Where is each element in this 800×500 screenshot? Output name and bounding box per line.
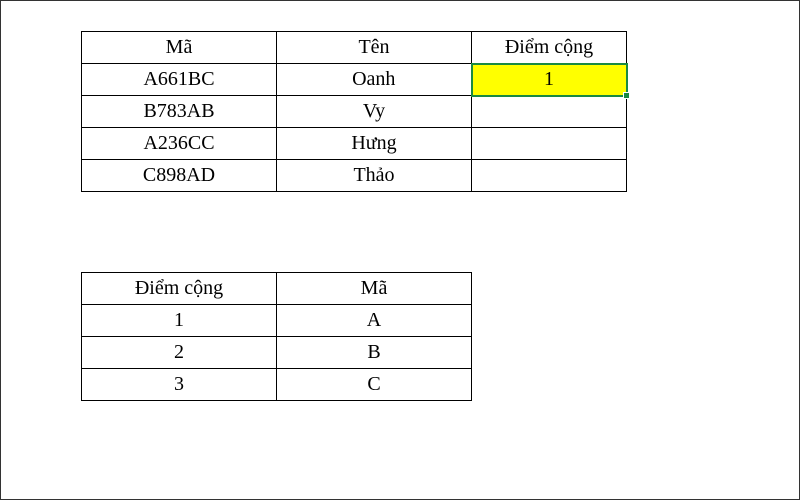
header-diem-cong: Điểm cộng (82, 273, 277, 305)
fill-handle-icon[interactable] (623, 92, 630, 99)
table-row: B783AB Vy (82, 96, 627, 128)
header-diem-cong: Điểm cộng (472, 32, 627, 64)
cell-ten[interactable]: Vy (277, 96, 472, 128)
cell-diem-cong[interactable]: 3 (82, 369, 277, 401)
cell-diem-cong[interactable] (472, 128, 627, 160)
header-ten: Tên (277, 32, 472, 64)
cell-diem-cong[interactable]: 2 (82, 337, 277, 369)
lookup-table: Điểm cộng Mã 1 A 2 B 3 C (81, 272, 472, 401)
table-row: 2 B (82, 337, 472, 369)
cell-ten[interactable]: Hưng (277, 128, 472, 160)
cell-diem-cong-selected[interactable]: 1 (472, 64, 627, 96)
cell-ten[interactable]: Oanh (277, 64, 472, 96)
header-ma: Mã (277, 273, 472, 305)
cell-ma[interactable]: A (277, 305, 472, 337)
cell-diem-cong[interactable]: 1 (82, 305, 277, 337)
cell-diem-cong[interactable] (472, 160, 627, 192)
cell-ma[interactable]: A236CC (82, 128, 277, 160)
header-ma: Mã (82, 32, 277, 64)
cell-ma[interactable]: B (277, 337, 472, 369)
cell-value: 1 (544, 68, 554, 90)
table-row: 1 A (82, 305, 472, 337)
cell-ten[interactable]: Thảo (277, 160, 472, 192)
table-row: C898AD Thảo (82, 160, 627, 192)
main-data-table: Mã Tên Điểm cộng A661BC Oanh 1 B783AB Vy… (81, 31, 628, 192)
table-row: A661BC Oanh 1 (82, 64, 627, 96)
cell-ma[interactable]: B783AB (82, 96, 277, 128)
table-header-row: Điểm cộng Mã (82, 273, 472, 305)
table-header-row: Mã Tên Điểm cộng (82, 32, 627, 64)
table-row: 3 C (82, 369, 472, 401)
cell-ma[interactable]: A661BC (82, 64, 277, 96)
cell-diem-cong[interactable] (472, 96, 627, 128)
cell-ma[interactable]: C898AD (82, 160, 277, 192)
table-row: A236CC Hưng (82, 128, 627, 160)
cell-ma[interactable]: C (277, 369, 472, 401)
